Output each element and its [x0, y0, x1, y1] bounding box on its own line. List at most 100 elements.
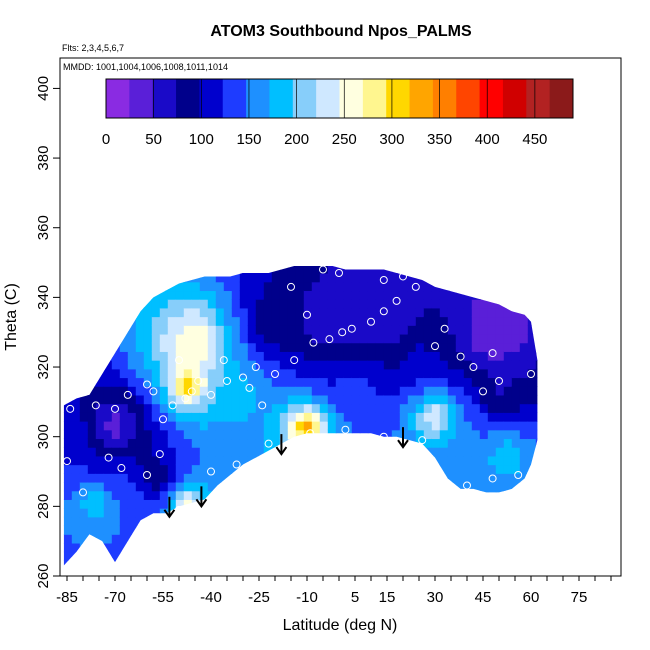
- colorbar-tick-label: 0: [102, 131, 110, 148]
- y-tick-label: 260: [35, 563, 52, 588]
- x-tick-label: 30: [427, 589, 444, 606]
- colorbar-tick-label: 200: [284, 131, 309, 148]
- colorbar-tick-label: 350: [427, 131, 452, 148]
- mmdd-label: MMDD: 1001,1004,1006,1008,1011,1014: [63, 62, 228, 72]
- sample-point: [495, 376, 503, 385]
- sample-point: [104, 453, 113, 462]
- sample-point: [175, 505, 183, 514]
- sample-point: [527, 370, 535, 378]
- sample-point: [287, 282, 295, 291]
- y-tick-label: 280: [35, 494, 52, 519]
- sample-point: [418, 436, 427, 445]
- sample-point: [488, 474, 497, 483]
- colorbar-segment: [292, 79, 317, 118]
- sample-point: [251, 363, 260, 372]
- sample-point: [514, 471, 523, 479]
- colorbar-segment: [479, 79, 504, 118]
- sample-point: [319, 265, 327, 274]
- colorbar-segment: [106, 79, 130, 118]
- sample-point: [271, 370, 279, 378]
- colorbar-segment: [316, 79, 340, 118]
- sample-point: [111, 404, 119, 413]
- sample-point: [232, 460, 241, 469]
- sample-point: [440, 324, 449, 333]
- sample-point: [79, 488, 87, 497]
- colorbar: 0 50 100 150 200 250 300 350 400 450: [102, 78, 574, 148]
- colorbar-segment: [409, 79, 434, 118]
- sample-point: [159, 415, 167, 424]
- sample-point: [155, 450, 164, 459]
- x-tick-label: 60: [523, 589, 540, 606]
- sample-point: [367, 317, 375, 326]
- sample-point: [347, 324, 356, 333]
- x-tick-label: -85: [56, 589, 78, 606]
- x-tick-label: 15: [379, 589, 396, 606]
- sample-point: [223, 376, 231, 385]
- colorbar-tick-label: 250: [332, 131, 357, 148]
- sample-point: [245, 383, 254, 392]
- sample-point: [143, 380, 151, 389]
- sample-point: [63, 457, 71, 466]
- gap-arrows: [163, 427, 409, 519]
- flights-label: Flts: 2,3,4,5,6,7: [62, 43, 124, 53]
- y-tick-label: 360: [35, 215, 52, 240]
- sample-point: [379, 307, 388, 316]
- sample-point: [335, 269, 343, 277]
- sample-point: [309, 338, 318, 347]
- sample-point: [290, 356, 299, 365]
- colorbar-segment: [176, 79, 200, 118]
- sample-point: [181, 394, 190, 403]
- colorbar-segment: [269, 79, 294, 118]
- sample-point: [258, 401, 267, 410]
- sample-point: [392, 296, 401, 305]
- sample-point: [264, 439, 273, 448]
- down-arrow: [195, 486, 208, 509]
- sample-point: [379, 432, 388, 441]
- y-axis-label: Theta (C): [3, 283, 20, 351]
- sample-point: [187, 387, 196, 396]
- x-tick-label: -70: [104, 589, 126, 606]
- colorbar-segment: [456, 79, 481, 118]
- colorbar-tick-label: 400: [475, 131, 500, 148]
- colorbar-segment: [526, 79, 551, 118]
- sample-point: [463, 481, 471, 490]
- sample-point: [207, 467, 215, 476]
- sample-point: [306, 429, 315, 438]
- x-tick-label: 75: [571, 589, 588, 606]
- sample-point: [175, 356, 183, 365]
- sample-point: [511, 303, 519, 312]
- sample-point: [431, 342, 439, 351]
- x-tick-label: -10: [296, 589, 318, 606]
- sample-point: [341, 425, 350, 434]
- sample-point: [149, 387, 158, 396]
- sample-point: [379, 275, 388, 284]
- colorbar-tick-label: 100: [189, 131, 214, 148]
- x-tick-label: -55: [152, 589, 174, 606]
- y-tick-label: 300: [35, 424, 52, 449]
- y-tick-label: 320: [35, 355, 52, 380]
- colorbar-segment: [386, 79, 411, 118]
- colorbar-segment: [222, 79, 247, 118]
- sample-point: [239, 373, 247, 382]
- sample-point: [194, 376, 203, 385]
- sample-point: [91, 401, 100, 410]
- sample-point: [123, 390, 132, 399]
- sample-point: [479, 387, 487, 396]
- sample-point: [456, 352, 465, 361]
- down-arrow: [275, 434, 288, 456]
- colorbar-segment: [339, 79, 364, 118]
- sample-point: [168, 401, 177, 410]
- chart-title: ATOM3 Southbound Npos_PALMS: [210, 23, 472, 40]
- sample-point: [488, 349, 497, 358]
- sample-point: [219, 356, 228, 365]
- x-axis-label: Latitude (deg N): [283, 617, 398, 634]
- colorbar-segment: [199, 79, 224, 118]
- y-axis: 260 280 300 320 340 360 380 400: [35, 76, 60, 589]
- colorbar-tick-label: 450: [522, 131, 547, 148]
- x-tick-label: 5: [351, 589, 359, 606]
- sample-point: [469, 363, 478, 372]
- sample-point: [523, 307, 532, 316]
- colorbar-segment: [152, 79, 177, 118]
- colorbar-segment: [432, 79, 457, 118]
- sample-point: [411, 282, 420, 291]
